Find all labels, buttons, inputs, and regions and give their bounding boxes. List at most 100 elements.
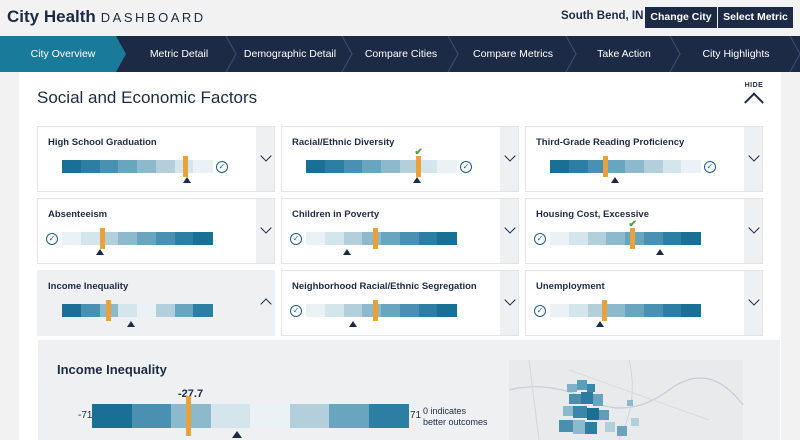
detail-scale-segment (210, 404, 251, 428)
expand-toggle[interactable] (500, 271, 518, 335)
chevron-up-icon (744, 92, 764, 113)
metric-card[interactable]: Income Inequality (37, 270, 275, 336)
metric-card[interactable]: Unemployment ✓ (525, 270, 763, 336)
average-triangle-icon (127, 321, 135, 327)
scale-segment (550, 232, 570, 245)
detail-average-triangle-icon (232, 431, 243, 438)
city-map[interactable] (509, 360, 743, 440)
metric-card[interactable]: Third-Grade Reading Proficiency ✓ (525, 126, 763, 192)
scale-segment (62, 304, 82, 317)
metric-card-title: Income Inequality (48, 281, 129, 292)
detail-scale-bar (92, 396, 409, 438)
scale-segment (587, 160, 607, 173)
expand-toggle[interactable] (744, 271, 762, 335)
scale-segment (137, 160, 157, 173)
scale-segment (193, 232, 213, 245)
metric-card-title: Racial/Ethnic Diversity (292, 137, 395, 148)
metric-scale-bar: ✓ (290, 300, 457, 327)
scale-segment (324, 160, 344, 173)
scale-segment (662, 304, 682, 317)
current-city: South Bend, IN (561, 10, 644, 22)
scale-segment (324, 232, 344, 245)
scale-segment (80, 160, 100, 173)
select-metric-button[interactable]: Select Metric (718, 7, 793, 28)
expand-toggle[interactable] (256, 271, 274, 335)
scale-segment (681, 304, 701, 317)
average-triangle-icon (95, 249, 104, 255)
scale-segment (306, 304, 326, 317)
expand-toggle[interactable] (500, 127, 518, 191)
detail-note-line1: 0 indicates (423, 406, 467, 416)
scale-segment (324, 304, 344, 317)
expand-toggle[interactable] (256, 127, 274, 191)
scale-segment (568, 160, 588, 173)
scale-segment (137, 304, 157, 317)
detail-note: 0 indicates better outcomes (423, 406, 488, 428)
chevron-down-icon (260, 150, 272, 162)
metric-card[interactable]: High School Graduation ✓ (37, 126, 275, 192)
chevron-down-icon (504, 222, 516, 234)
city-value-marker (106, 300, 111, 321)
scale-segment (62, 232, 82, 245)
nav-tab-compare-metrics[interactable]: Compare Metrics (454, 36, 572, 72)
nav-tab-demographic-detail[interactable]: Demographic Detail (232, 36, 348, 72)
metric-card[interactable]: Neighborhood Racial/Ethnic Segregation ✓ (281, 270, 519, 336)
hide-label: HIDE (744, 82, 764, 89)
average-triangle-icon (413, 177, 421, 183)
scale-segment (381, 304, 401, 317)
metric-card-title: Housing Cost, Excessive (536, 209, 649, 220)
expand-toggle[interactable] (256, 199, 274, 263)
scale-segment (343, 232, 363, 245)
scale-segment (643, 160, 663, 173)
check-circle-icon: ✓ (290, 233, 302, 245)
metric-card[interactable]: Absenteeism ✓ (37, 198, 275, 264)
best-check-icon: ✔ (414, 147, 423, 158)
metric-card-title: Unemployment (536, 281, 605, 292)
metric-card[interactable]: Racial/Ethnic Diversity ✔ ✓ (281, 126, 519, 192)
nav-tab-take-action[interactable]: Take Action (572, 36, 676, 72)
metric-card[interactable]: Children in Poverty ✓ (281, 198, 519, 264)
scale-segment (118, 304, 138, 317)
expand-toggle[interactable] (744, 127, 762, 191)
metric-scale-bar: ✓ (290, 228, 457, 255)
city-value-marker (182, 156, 188, 177)
scale-segment (437, 304, 457, 317)
scale-segment (193, 304, 213, 317)
map-graphic (509, 360, 743, 440)
nav-tab-label: Metric Detail (149, 48, 209, 60)
scale-segment (681, 232, 701, 245)
chevron-down-icon (748, 222, 760, 234)
scale-segment (155, 304, 175, 317)
scale-segment (381, 160, 401, 173)
check-circle-icon: ✓ (290, 305, 302, 317)
scale-segment (606, 304, 626, 317)
app-header: City Health DASHBOARD South Bend, IN Chan… (0, 0, 800, 36)
average-triangle-icon (610, 177, 619, 183)
nav-tab-label: Take Action (597, 48, 651, 60)
scale-segment (643, 232, 663, 245)
expand-toggle[interactable] (744, 199, 762, 263)
scale-segment (606, 160, 626, 173)
detail-title: Income Inequality (57, 362, 167, 377)
nav-tab-city-overview[interactable]: City Overview (0, 36, 126, 72)
scale-segment (399, 160, 419, 173)
hide-toggle[interactable]: HIDE (739, 82, 769, 113)
scale-segment (587, 232, 607, 245)
scale-segment (643, 304, 663, 317)
scale-segment (174, 304, 194, 317)
metric-detail-panel: Income Inequality -27.7 -71 71 0 indicat… (38, 340, 780, 440)
scale-segment (80, 304, 100, 317)
scale-segment (437, 160, 457, 173)
metric-card[interactable]: Housing Cost, Excessive ✔ ✓ (525, 198, 763, 264)
best-check-icon: ✔ (628, 219, 637, 230)
expand-toggle[interactable] (500, 199, 518, 263)
scale-segment (418, 232, 438, 245)
change-city-button[interactable]: Change City (645, 7, 717, 28)
scale-segment (118, 160, 138, 173)
app-logo[interactable]: City Health DASHBOARD (7, 7, 206, 27)
nav-tab-city-highlights[interactable]: City Highlights (676, 36, 796, 72)
nav-tab-metric-detail[interactable]: Metric Detail (126, 36, 232, 72)
nav-tab-compare-cities[interactable]: Compare Cities (348, 36, 454, 72)
scale-segment (625, 304, 645, 317)
chevron-up-icon (260, 298, 272, 310)
